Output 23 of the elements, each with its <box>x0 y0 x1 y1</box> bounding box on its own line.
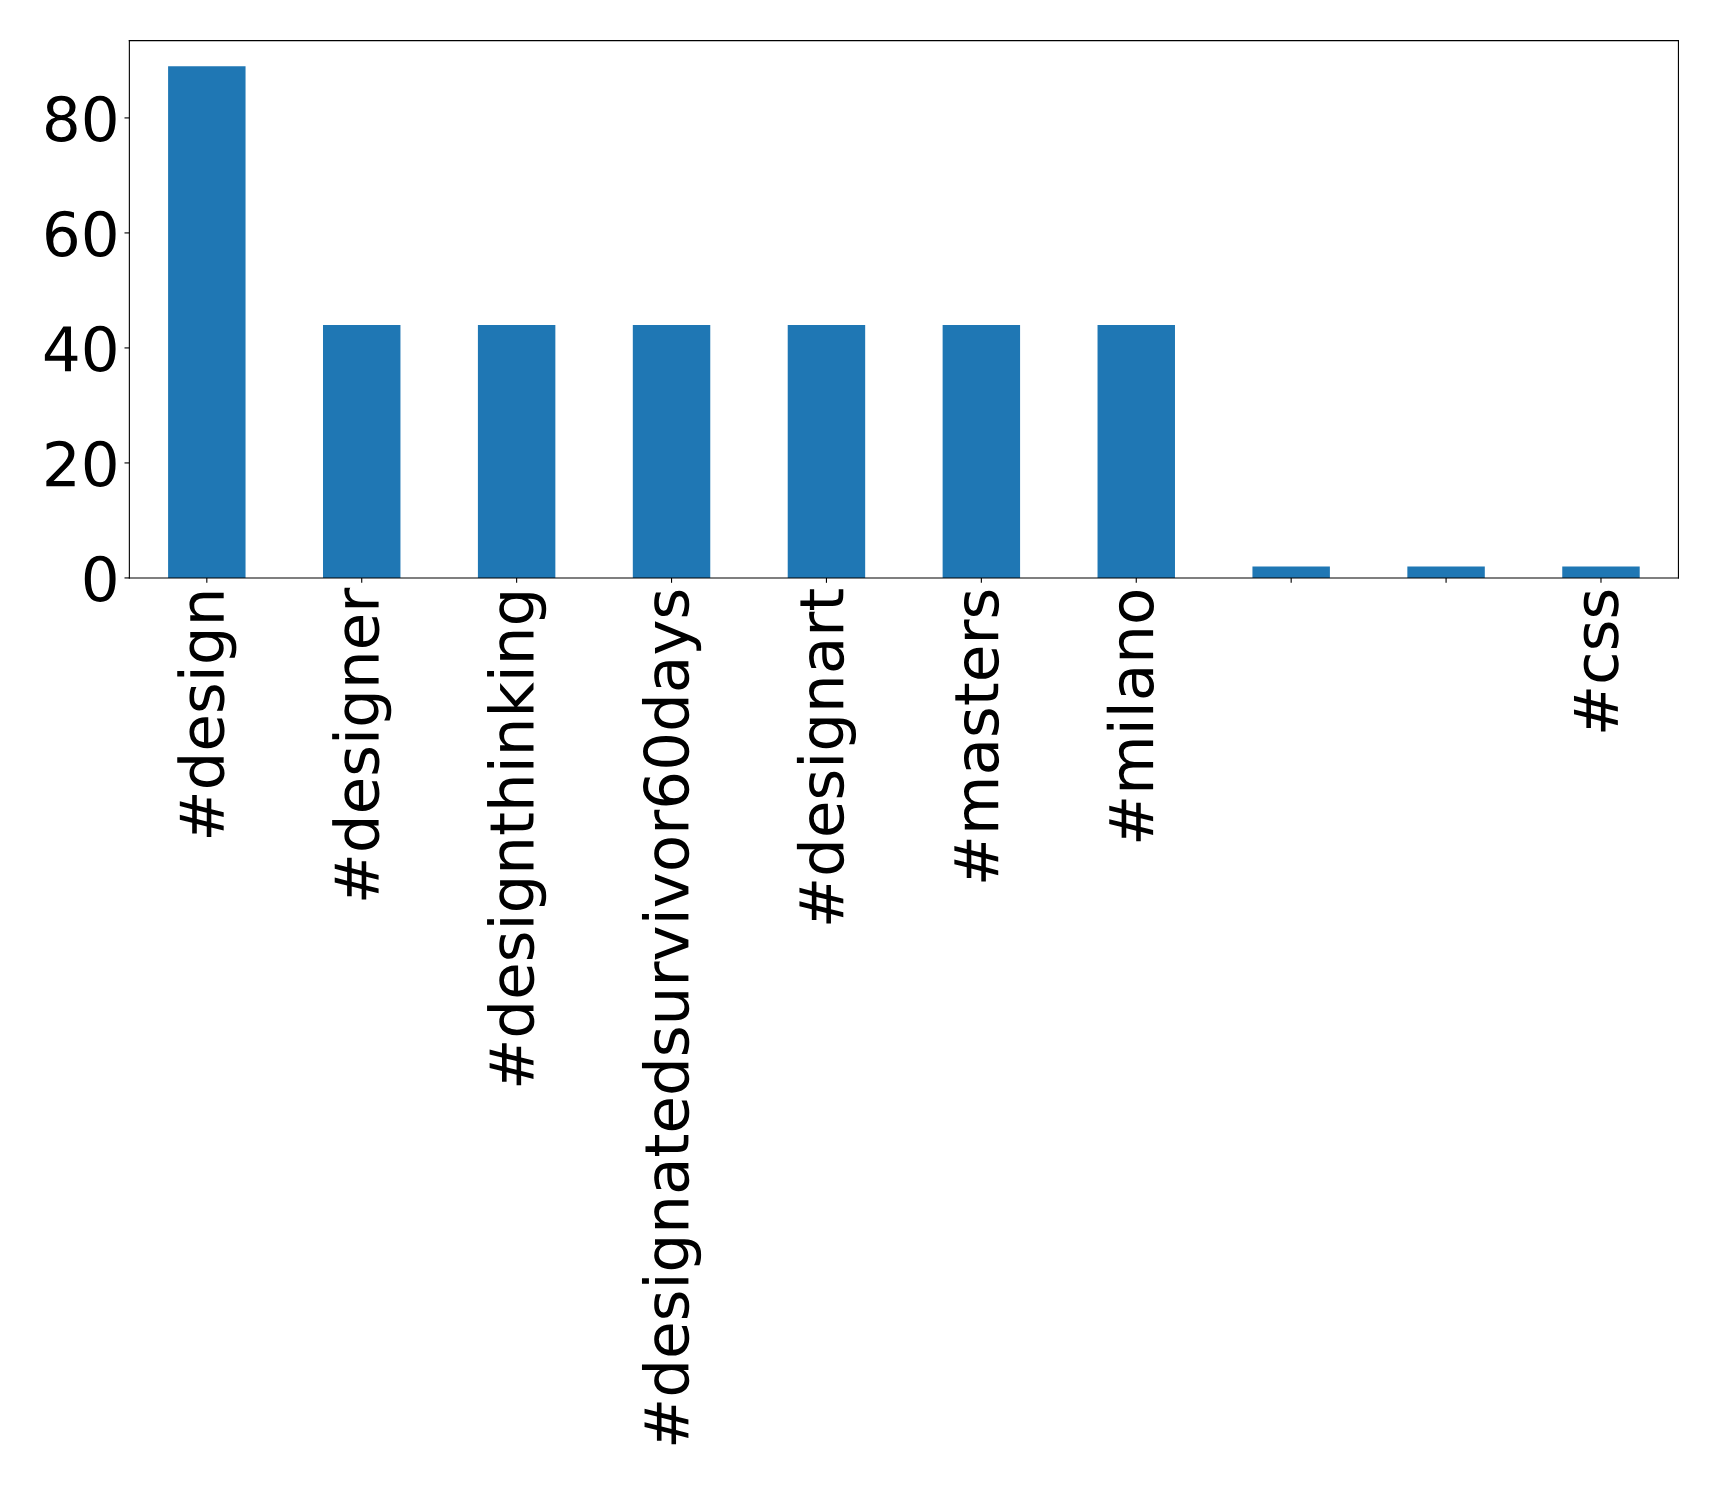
x-tick-label: #milano <box>1106 591 1154 842</box>
bar <box>477 324 556 578</box>
y-tick-label: 80 <box>46 95 116 142</box>
x-tick-label: #css <box>1573 590 1619 732</box>
bar <box>1407 566 1485 578</box>
bar <box>787 324 866 578</box>
x-tick-label: #designatedsurvivor60days <box>641 590 702 1445</box>
bar <box>323 324 401 578</box>
y-tick-label: 60 <box>46 210 116 258</box>
bar <box>168 66 246 578</box>
y-tick-label: 20 <box>46 440 116 488</box>
x-tick-label: #designart <box>796 589 857 924</box>
bar <box>1097 324 1175 578</box>
y-tick-label: 0 <box>84 555 116 603</box>
x-tick-label: #designthinking <box>487 593 547 1086</box>
bar <box>1252 566 1330 578</box>
x-tick-label: #masters <box>954 590 1000 882</box>
y-tick-label: 40 <box>44 325 116 373</box>
bar <box>942 324 1021 578</box>
bar <box>632 324 711 578</box>
bar <box>1562 566 1640 578</box>
x-tick-label: #design <box>177 592 237 837</box>
x-tick-label: #designer <box>332 587 392 900</box>
